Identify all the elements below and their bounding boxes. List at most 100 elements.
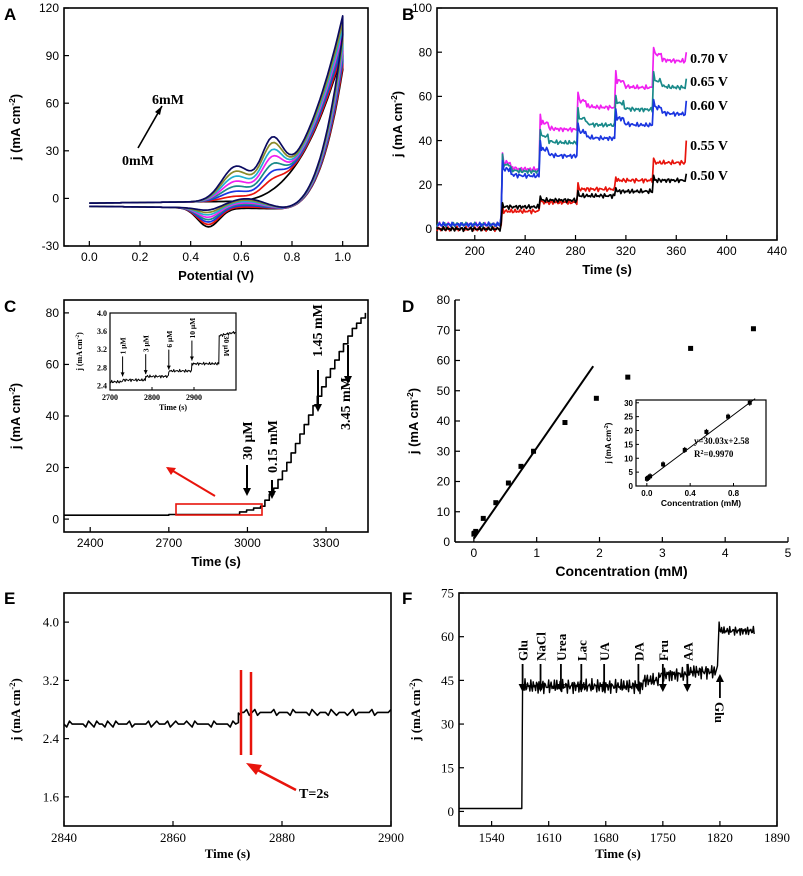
inset-y-tick-label: 2.4 [97, 381, 107, 390]
inset-x-label: Time (s) [159, 403, 187, 412]
y-tick-label: 100 [412, 1, 432, 15]
y-tick-label: 90 [46, 49, 60, 63]
y-tick-label: 80 [437, 293, 451, 307]
inset-arrow-label: 6 μM [165, 331, 174, 348]
inset-y-tick-label: 10 [624, 454, 633, 463]
panel-letter: C [4, 297, 16, 316]
y-tick-label: 1.6 [43, 789, 60, 804]
y-tick-label: 0 [425, 222, 432, 236]
y-tick-label: 60 [441, 629, 454, 644]
legend-label: 0.70 V [690, 52, 728, 67]
fit-r2: R2=0.9970 [694, 449, 734, 459]
data-point [562, 420, 568, 426]
x-tick-label: 400 [717, 244, 737, 258]
x-tick-label: 280 [566, 244, 586, 258]
annotation-response-time: T=2s [299, 787, 329, 802]
selectivity-line [459, 621, 755, 810]
x-tick-label: 3300 [313, 536, 340, 550]
inset-x-tick-label: 0.0 [641, 489, 653, 498]
inset-x-tick-label: 2800 [144, 393, 160, 402]
inset-y-tick-label: 15 [624, 440, 633, 449]
zoom-arrow-line [167, 467, 216, 497]
addition-label: 3.45 mM [339, 377, 354, 430]
y-tick-label: 120 [39, 1, 59, 15]
x-tick-label: 1610 [536, 830, 562, 845]
inset-y-tick-label: 3.6 [97, 327, 107, 336]
x-tick-label: 1890 [764, 830, 790, 845]
y-axis-label: j (mA cm-2) [7, 383, 23, 450]
x-tick-label: 0.8 [284, 250, 301, 264]
y-tick-label: 30 [46, 144, 60, 158]
x-tick-label: 2840 [51, 830, 77, 845]
amperometric-line-2 [436, 98, 688, 228]
inset-data-point [726, 414, 731, 419]
x-tick-label: 1750 [650, 830, 676, 845]
inset-y-tick-label: 0 [629, 482, 634, 491]
data-point [505, 480, 511, 486]
inset-arrow-head [143, 370, 148, 375]
inset-data-point [682, 447, 687, 452]
interferent-arrow-head [600, 684, 609, 692]
inset-data-point [704, 429, 709, 434]
interferent-arrow-head [683, 684, 692, 692]
y-axis-label: j (mA cm-2) [7, 94, 23, 161]
interferent-arrow-head [518, 684, 527, 692]
legend-label: 0.50 V [690, 169, 728, 184]
inset-x-label: Concentration (mM) [661, 498, 741, 508]
x-tick-label: 200 [465, 244, 485, 258]
y-tick-label: 20 [437, 475, 451, 489]
inset-arrow-head [189, 356, 194, 361]
x-tick-label: 440 [767, 244, 787, 258]
annotation-6mm: 6mM [152, 93, 184, 108]
y-tick-label: 30 [441, 717, 454, 732]
y-tick-label: 10 [437, 505, 451, 519]
x-tick-label: 1820 [707, 830, 733, 845]
addition-arrow-head [314, 404, 322, 412]
x-tick-label: 0.6 [233, 250, 250, 264]
glucose-arrow-head [715, 674, 724, 682]
x-tick-label: 1540 [479, 830, 505, 845]
inset-x-tick-label: 2700 [102, 393, 118, 402]
addition-label: 30 μM [241, 421, 256, 460]
data-point [493, 500, 499, 506]
x-tick-label: 0 [471, 546, 478, 560]
amperometric-line [64, 312, 367, 517]
data-point [518, 463, 524, 469]
addition-label: 0.15 mM [266, 420, 281, 473]
data-point [480, 515, 486, 521]
y-tick-label: 40 [46, 409, 60, 423]
x-tick-label: 2 [596, 546, 603, 560]
x-tick-label: 1.0 [334, 250, 351, 264]
panel-f-frame [458, 592, 778, 827]
x-tick-label: 1680 [593, 830, 619, 845]
y-tick-label: 3.2 [43, 673, 59, 688]
trend-arrow-head [155, 106, 162, 115]
zoom-box [175, 503, 263, 516]
interferent-label: NaCl [534, 632, 549, 661]
interferent-label: AA [680, 642, 695, 661]
annotation-arrow-head [246, 763, 262, 775]
interferent-label: Urea [554, 633, 569, 661]
y-tick-label: 60 [46, 96, 60, 110]
x-axis-label: Potential (V) [178, 268, 254, 283]
data-point [625, 374, 631, 380]
inset-arrow-label: 1 μM [119, 337, 128, 354]
legend-label: 0.65 V [690, 75, 728, 90]
y-tick-label: 75 [441, 586, 454, 601]
x-tick-label: 360 [666, 244, 686, 258]
inset-frame [635, 399, 767, 487]
fit-equation: y=30.03x+2.58 [694, 436, 750, 446]
x-tick-label: 2880 [269, 830, 295, 845]
y-axis-label: j (mA cm-2) [405, 388, 421, 455]
y-tick-label: 60 [46, 358, 60, 372]
y-tick-label: 50 [437, 384, 451, 398]
cv-curve-7 [89, 15, 344, 211]
y-tick-label: 40 [419, 134, 433, 148]
inset-y-tick-label: 25 [624, 413, 633, 422]
inset-y-tick-label: 30 [624, 399, 633, 408]
inset-data-point [661, 462, 666, 467]
legend-label: 0.60 V [690, 99, 728, 114]
annotation-arrow-line [251, 765, 297, 792]
inset-y-label: j (mA cm-2) [604, 422, 613, 464]
